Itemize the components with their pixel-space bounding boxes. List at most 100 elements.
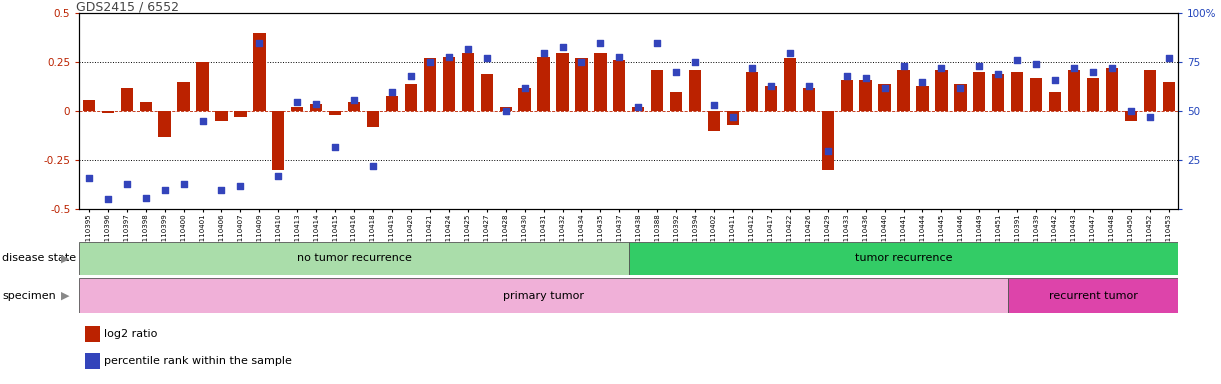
Point [818,147,838,154]
Point [496,108,515,114]
Point [1103,65,1122,71]
Text: disease state: disease state [2,253,77,263]
Bar [443,56,455,111]
Bar [328,111,342,115]
Point [155,187,175,193]
Point [79,175,99,181]
Bar [83,99,95,111]
Text: no tumor recurrence: no tumor recurrence [297,253,411,263]
Bar [197,62,209,111]
Bar [708,111,720,131]
Text: recurrent tumor: recurrent tumor [1049,291,1138,301]
Point [534,50,553,56]
Point [1027,61,1046,68]
Point [173,181,193,187]
Point [723,114,742,120]
Point [458,46,477,52]
Bar [159,111,171,137]
Point [969,63,989,70]
Bar [575,58,587,111]
Text: GDS2415 / 6552: GDS2415 / 6552 [76,0,179,13]
Point [591,40,610,46]
Bar [916,86,929,111]
Text: log2 ratio: log2 ratio [104,329,158,339]
Bar [366,111,380,127]
Text: ▶: ▶ [61,291,70,301]
Bar [234,111,247,117]
Bar [973,72,985,111]
Bar [1106,68,1118,111]
Bar [726,111,739,125]
Point [874,85,894,91]
Point [894,63,913,70]
Point [1121,108,1140,114]
Point [402,73,421,79]
Bar [764,86,777,111]
Point [117,181,137,187]
Point [761,83,780,89]
Bar [1144,70,1156,111]
Bar [291,108,303,111]
Bar [348,101,360,111]
Bar [253,33,265,111]
Point [571,59,591,65]
Point [1065,65,1084,71]
Bar [689,70,701,111]
Point [951,85,971,91]
Point [685,59,705,65]
Point [856,75,875,81]
Bar [272,111,284,170]
Bar [1049,92,1061,111]
Bar [784,58,796,111]
Bar [746,72,758,111]
Bar [557,53,569,111]
Bar [1068,70,1081,111]
Text: ▶: ▶ [61,253,70,263]
Bar [481,74,493,111]
Point [667,69,686,75]
Bar [897,70,910,111]
Bar [993,74,1005,111]
Point [1045,77,1065,83]
Bar [822,111,834,170]
Point [382,89,402,95]
Point [515,85,535,91]
Bar [955,84,967,111]
Point [553,44,573,50]
Point [932,65,951,71]
Bar [310,104,322,111]
Point [344,96,364,103]
Text: primary tumor: primary tumor [503,291,584,301]
Point [1083,69,1103,75]
Bar [386,96,398,111]
Bar [139,101,151,111]
Point [705,103,724,109]
Point [364,163,383,169]
Point [98,197,117,203]
Point [306,101,326,107]
Point [742,65,762,71]
Point [609,53,629,60]
Text: percentile rank within the sample: percentile rank within the sample [104,356,292,366]
Bar [215,111,227,121]
Point [913,79,933,85]
Bar [519,88,531,111]
Bar [860,80,872,111]
Bar [424,58,436,111]
Bar [632,108,645,111]
Bar [499,108,512,111]
Point [211,187,231,193]
Bar [802,88,814,111]
Bar [670,92,683,111]
Bar [101,111,114,113]
Point [1140,114,1160,120]
Bar [878,84,891,111]
Bar [613,60,625,111]
Text: specimen: specimen [2,291,56,301]
Bar [595,53,607,111]
Point [1159,55,1178,61]
Bar [651,70,663,111]
Text: tumor recurrence: tumor recurrence [855,253,952,263]
Bar [1031,78,1043,111]
Point [780,50,800,56]
